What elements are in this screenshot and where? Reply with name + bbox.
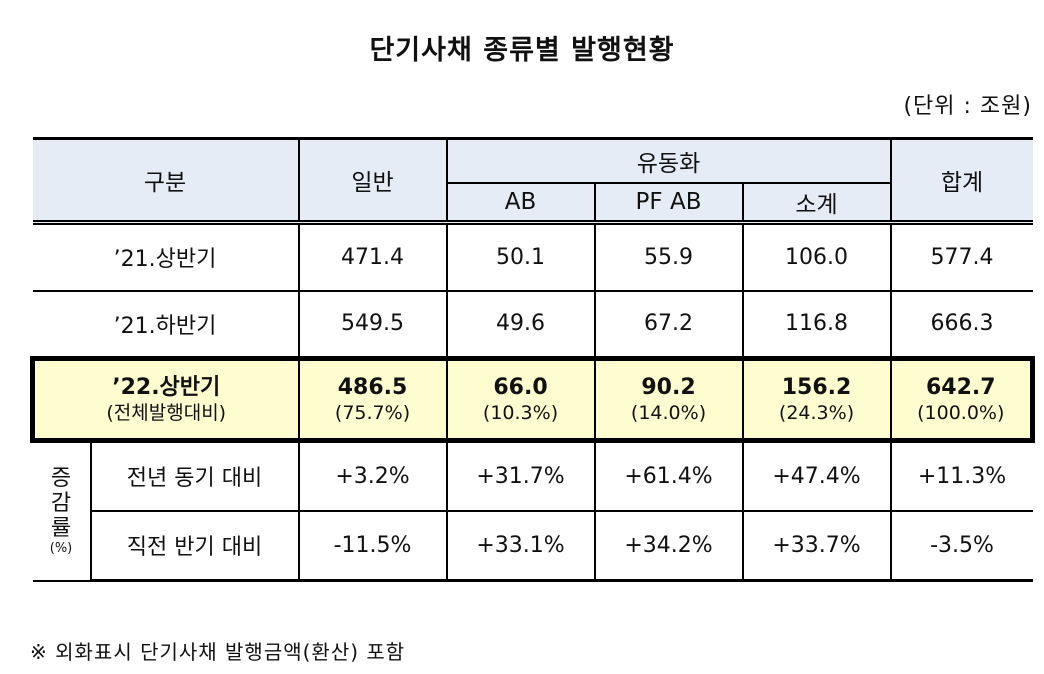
header-pf-ab: PF AB [593,181,744,225]
cell-general: 471.4 [297,221,448,292]
cell-ab: 49.6 [445,289,596,360]
cell-pf-ab: 67.2 [593,289,744,360]
cell-ab: +33.1% [445,509,596,582]
header-ab: AB [445,181,596,225]
page-title: 단기사채 종류별 발행현황 [369,35,675,66]
header-row-2: AB PF AB 소계 [33,181,1033,225]
cell-general: +3.2% [297,439,448,512]
cell-pf-ab: +34.2% [593,509,744,582]
highlight-sublabel: (전체발행대비) [106,401,227,424]
cell-subtotal: 106.0 [741,221,892,292]
share: (14.0%) [630,401,707,424]
cell-total: 577.4 [889,221,1033,292]
change-row-label: 직전 반기 대비 [89,509,300,582]
issuance-table: 구분 일반 유동화 합계 AB PF AB 소계 ’21.상반기 471.4 5… [29,137,1036,582]
change-group-label-cell: 증감률 (%) [32,439,92,582]
value: 156.2 [781,374,852,400]
cell-pf-ab: +61.4% [593,439,744,512]
header-subtotal: 소계 [741,181,892,225]
header-general: 일반 [297,137,448,225]
highlight-subtotal: 156.2 (24.3%) [741,356,892,443]
row-label: ’21.상반기 [32,221,300,292]
highlight-label: ’22.상반기 [112,374,221,400]
change-group-unit: (%) [49,540,73,556]
cell-general: -11.5% [297,509,448,582]
value: 486.5 [337,374,408,400]
share: (24.3%) [778,401,855,424]
header-securitization: 유동화 [445,137,892,184]
cell-subtotal: +33.7% [741,509,892,582]
cell-total: +11.3% [889,439,1033,512]
cell-general: 549.5 [297,289,448,360]
highlight-pf-ab: 90.2 (14.0%) [593,356,744,443]
header-total: 합계 [889,137,1033,225]
share: (100.0%) [917,401,1005,424]
table-row: ’21.하반기 549.5 49.6 67.2 116.8 666.3 [32,289,1033,360]
value: 642.7 [925,374,996,400]
highlight-general: 486.5 (75.7%) [297,356,448,443]
cell-total: 666.3 [889,289,1033,360]
value: 90.2 [641,374,696,400]
header-category: 구분 [32,137,300,225]
header-row-1: 구분 일반 유동화 합계 [32,137,1033,225]
footnote: ※ 외화표시 단기사채 발행금액(환산) 포함 [30,640,406,664]
cell-ab: 50.1 [445,221,596,292]
change-group-label: 증감률 [50,465,72,541]
change-row: 증감률 (%) 전년 동기 대비 +3.2% +31.7% +61.4% +47… [32,439,1033,582]
highlight-row: ’22.상반기 (전체발행대비) 486.5 (75.7%) 66.0 (10.… [29,356,1036,443]
cell-total: -3.5% [889,509,1033,582]
change-row: 직전 반기 대비 -11.5% +33.1% +34.2% +33.7% -3.… [33,509,1033,582]
cell-subtotal: +47.4% [741,439,892,512]
row-label: ’21.하반기 [32,289,300,360]
highlight-ab: 66.0 (10.3%) [445,356,596,443]
cell-pf-ab: 55.9 [593,221,744,292]
table-row: ’21.상반기 471.4 50.1 55.9 106.0 577.4 [32,221,1033,292]
change-row-label: 전년 동기 대비 [89,439,300,512]
unit-label: (단위 : 조원) [903,94,1032,119]
highlight-label-cell: ’22.상반기 (전체발행대비) [29,356,300,443]
value: 66.0 [493,374,548,400]
share: (75.7%) [334,401,411,424]
cell-ab: +31.7% [445,439,596,512]
share: (10.3%) [482,401,559,424]
cell-subtotal: 116.8 [741,289,892,360]
highlight-total: 642.7 (100.0%) [889,356,1036,443]
